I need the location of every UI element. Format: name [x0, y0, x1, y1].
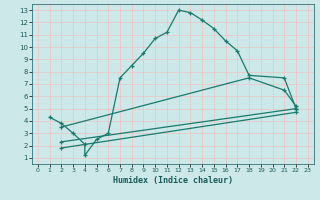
X-axis label: Humidex (Indice chaleur): Humidex (Indice chaleur)	[113, 176, 233, 185]
